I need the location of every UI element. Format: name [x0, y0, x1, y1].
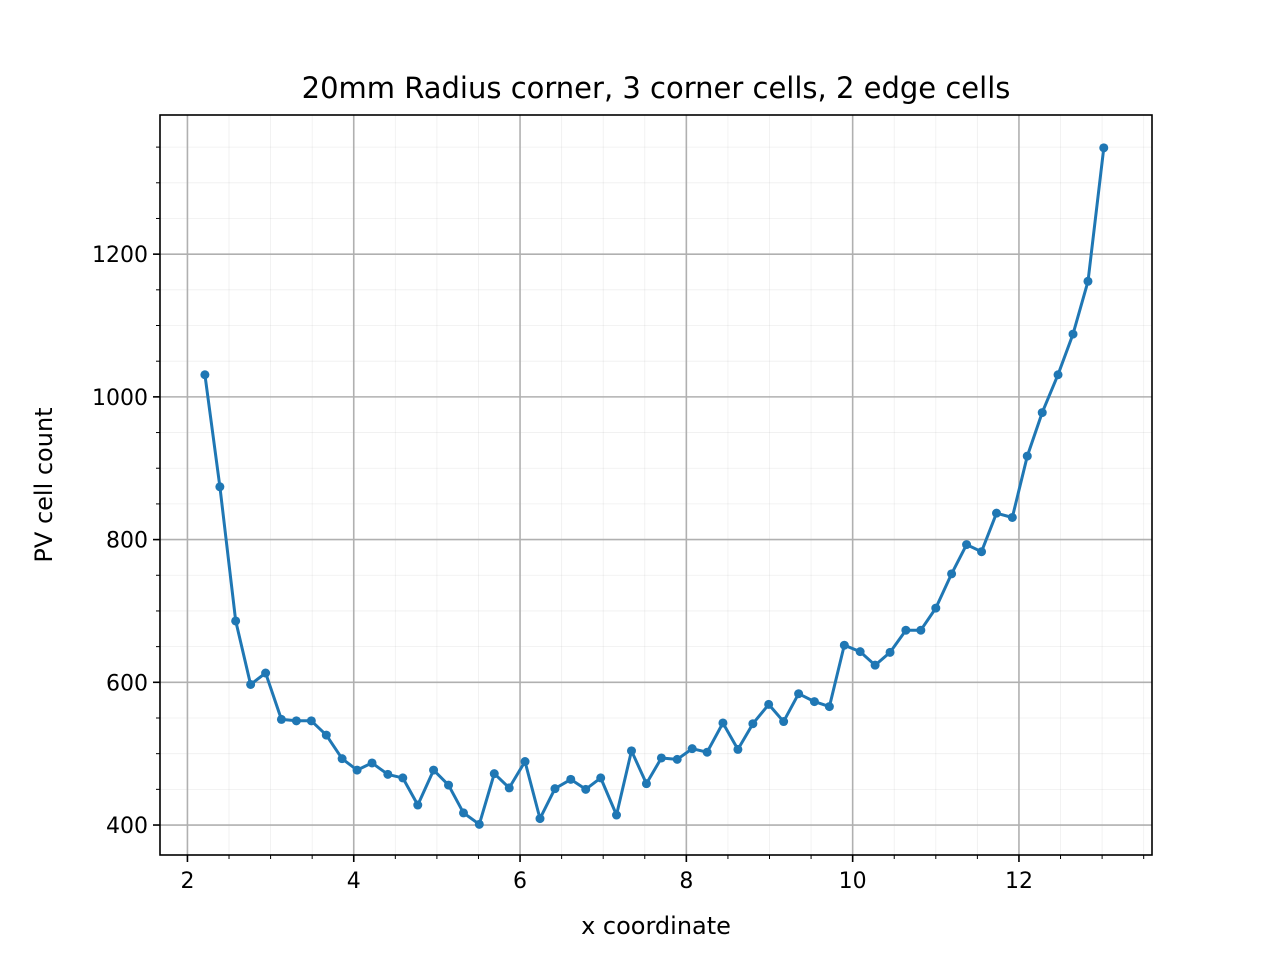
- x-tick-label: 12: [1005, 869, 1033, 894]
- data-point: [824, 702, 834, 712]
- data-point: [246, 679, 256, 689]
- data-point: [839, 640, 849, 650]
- data-point: [489, 769, 499, 779]
- data-point: [444, 780, 454, 790]
- data-point: [885, 647, 895, 657]
- data-point: [702, 747, 712, 757]
- data-point: [809, 697, 819, 707]
- data-point: [200, 370, 210, 380]
- data-point: [962, 540, 972, 550]
- x-tick-label: 10: [839, 869, 867, 894]
- x-tick-label: 8: [679, 869, 693, 894]
- data-point: [1037, 408, 1047, 418]
- data-point: [1053, 370, 1063, 380]
- data-point: [352, 765, 362, 775]
- data-point: [504, 783, 514, 793]
- x-tick-label: 6: [513, 869, 527, 894]
- y-tick-label: 400: [106, 814, 148, 839]
- data-point: [596, 773, 606, 783]
- series-layer: [200, 143, 1109, 829]
- data-point: [718, 718, 728, 728]
- data-point: [383, 769, 393, 779]
- data-point: [276, 714, 286, 724]
- data-point: [1068, 329, 1078, 339]
- chart-title: 20mm Radius corner, 3 corner cells, 2 ed…: [302, 71, 1011, 105]
- data-point: [550, 784, 560, 794]
- data-point: [321, 730, 331, 740]
- data-point: [474, 819, 484, 829]
- plot-frame: [159, 114, 1153, 856]
- data-point: [337, 754, 347, 764]
- data-point: [1083, 276, 1093, 286]
- data-point: [870, 660, 880, 670]
- data-point: [459, 808, 469, 818]
- y-tick-label: 1000: [92, 386, 148, 411]
- x-axis-label: x coordinate: [581, 912, 731, 940]
- data-point: [1022, 451, 1032, 461]
- data-point: [947, 569, 957, 579]
- data-point: [413, 800, 423, 810]
- y-tick-label: 600: [106, 671, 148, 696]
- data-point: [992, 508, 1002, 518]
- data-point: [1007, 512, 1017, 522]
- data-point: [672, 754, 682, 764]
- data-point: [733, 744, 743, 754]
- data-point: [656, 753, 666, 763]
- data-point: [855, 647, 865, 657]
- data-point: [977, 547, 987, 557]
- data-point: [779, 717, 789, 727]
- y-tick-label: 1200: [92, 243, 148, 268]
- data-point: [520, 757, 530, 767]
- data-point: [367, 758, 377, 768]
- x-axis-ticks: 2 4 6 8 10 12: [180, 855, 1145, 894]
- data-point: [231, 616, 241, 626]
- data-point: [626, 746, 636, 756]
- data-point: [748, 719, 758, 729]
- y-axis-label: PV cell count: [30, 407, 58, 562]
- data-point: [687, 744, 697, 754]
- data-point: [581, 784, 591, 794]
- x-tick-label: 4: [347, 869, 361, 894]
- y-tick-label: 800: [106, 529, 148, 554]
- data-point: [641, 779, 651, 789]
- data-point: [931, 603, 941, 613]
- data-point: [261, 668, 271, 678]
- data-point: [306, 716, 316, 726]
- x-tick-label: 2: [180, 869, 194, 894]
- data-point: [901, 625, 911, 635]
- data-point: [794, 689, 804, 699]
- data-point: [612, 810, 622, 820]
- data-point: [764, 699, 774, 709]
- data-point: [535, 814, 545, 824]
- data-point: [215, 482, 225, 492]
- data-point: [291, 716, 301, 726]
- data-point: [1099, 143, 1109, 153]
- data-point: [398, 773, 408, 783]
- data-point: [916, 625, 926, 635]
- data-point: [566, 774, 576, 784]
- data-point: [429, 765, 439, 775]
- y-axis-ticks: 400 600 800 1000 1200: [92, 146, 160, 839]
